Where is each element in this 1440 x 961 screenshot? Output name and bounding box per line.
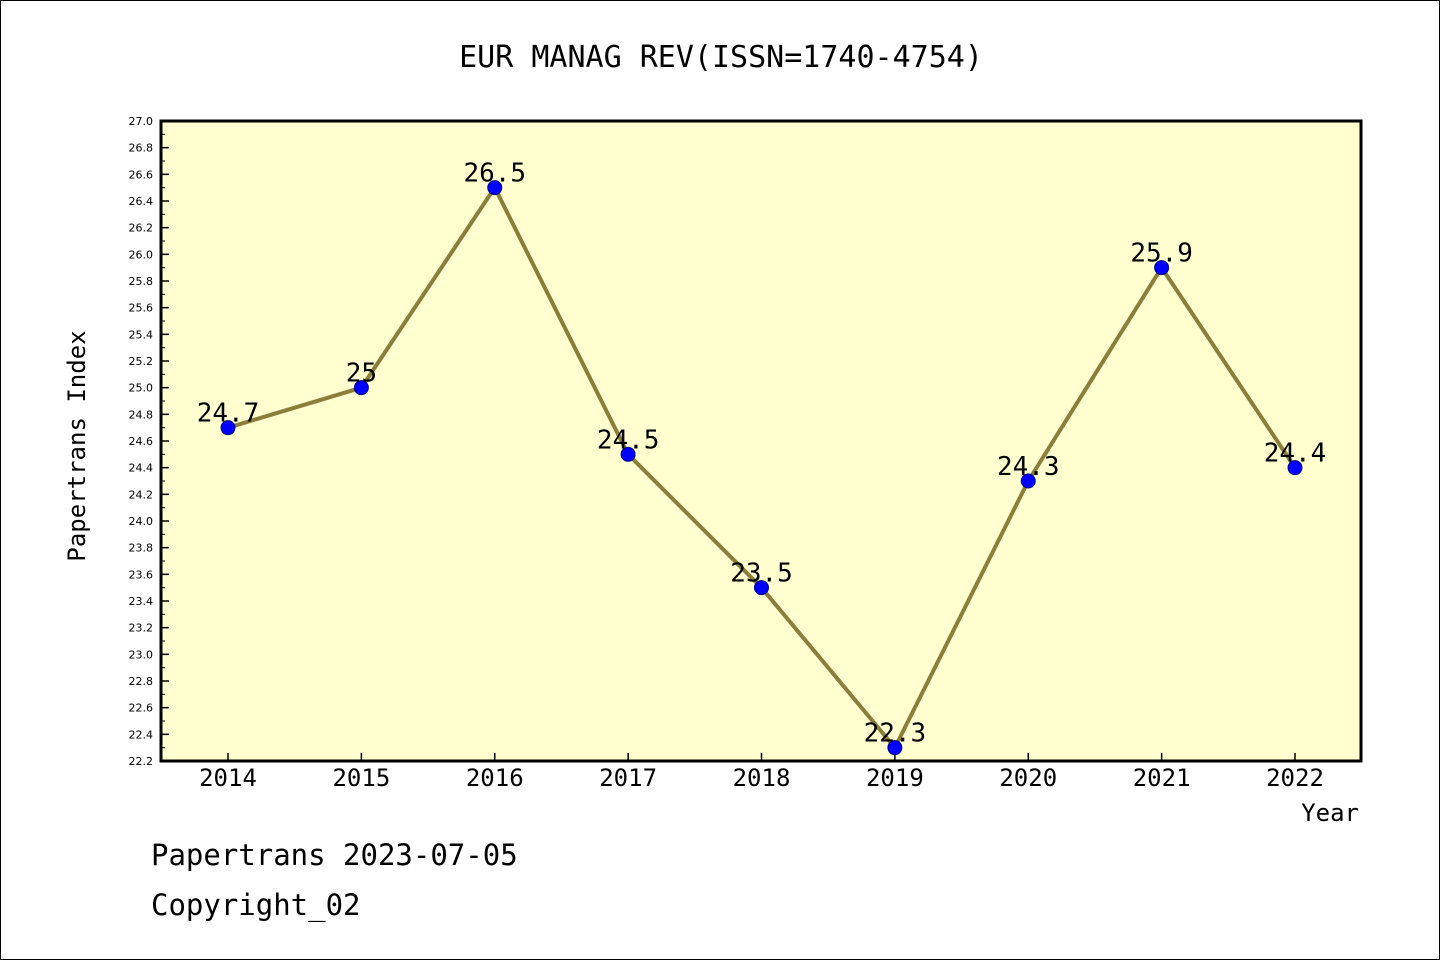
data-point xyxy=(353,380,369,396)
y-tick-label: 23.8 xyxy=(129,542,154,555)
y-tick-label: 23.4 xyxy=(129,595,154,608)
y-tick-label: 24.2 xyxy=(129,488,154,501)
y-tick-label: 24.4 xyxy=(129,462,154,475)
x-tick-label: 2021 xyxy=(1133,764,1191,792)
chart-title: EUR MANAG REV(ISSN=1740-4754) xyxy=(459,40,983,75)
y-tick-label: 26.2 xyxy=(129,222,154,235)
y-axis-label: Papertrans Index xyxy=(63,330,91,561)
data-point xyxy=(1154,260,1170,276)
data-label: 24.4 xyxy=(1264,439,1327,469)
y-tick-label: 26.8 xyxy=(129,142,154,155)
y-tick-label: 26.4 xyxy=(129,195,154,208)
y-axis: 22.2 22.4 22.6 22.8 23.0 23.2 23.4 23.6 23.8 24.0… xyxy=(129,115,169,768)
x-tick-label: 2018 xyxy=(733,764,791,792)
y-tick-label: 22.4 xyxy=(129,728,154,741)
x-tick-label: 2019 xyxy=(866,764,924,792)
y-tick-label: 22.8 xyxy=(129,675,154,688)
y-tick-label: 23.0 xyxy=(129,648,154,661)
data-label: 23.5 xyxy=(730,559,793,589)
footer-copyright: Copyright_02 xyxy=(151,888,361,923)
data-point xyxy=(220,420,236,436)
data-label: 22.3 xyxy=(864,719,927,749)
data-label: 24.3 xyxy=(997,452,1060,482)
data-point xyxy=(487,180,503,196)
data-point xyxy=(1287,460,1303,476)
x-tick-label: 2016 xyxy=(466,764,524,792)
x-tick-label: 2022 xyxy=(1266,764,1324,792)
data-point xyxy=(620,446,636,462)
data-label: 26.5 xyxy=(463,159,526,189)
y-tick-label: 25.4 xyxy=(129,328,154,341)
series-group: 24.7 25 26.5 24.5 23.5 22.3 24.3 25.9 24.4 xyxy=(197,159,1327,756)
y-tick-label: 22.2 xyxy=(129,755,154,768)
y-tick-label: 22.6 xyxy=(129,702,154,715)
y-tick-label: 24.0 xyxy=(129,515,154,528)
data-label: 25.9 xyxy=(1130,239,1193,269)
y-tick-label: 23.6 xyxy=(129,568,154,581)
x-tick-label: 2017 xyxy=(599,764,657,792)
data-point xyxy=(1020,473,1036,489)
x-tick-label: 2015 xyxy=(332,764,390,792)
y-tick-label: 24.8 xyxy=(129,408,154,421)
y-tick-label: 24.6 xyxy=(129,435,154,448)
x-axis-label: Year xyxy=(1301,799,1359,827)
y-tick-label: 25.0 xyxy=(129,382,154,395)
y-tick-label: 26.6 xyxy=(129,168,154,181)
data-label: 24.7 xyxy=(197,399,260,429)
data-label: 25 xyxy=(346,359,377,389)
x-tick-label: 2014 xyxy=(199,764,257,792)
y-tick-label: 23.2 xyxy=(129,622,154,635)
y-tick-label: 27.0 xyxy=(129,115,154,128)
y-tick-label: 26.0 xyxy=(129,248,154,261)
data-label: 24.5 xyxy=(597,425,660,455)
plot-area xyxy=(161,121,1361,761)
y-tick-label: 25.6 xyxy=(129,302,154,315)
y-tick-label: 25.2 xyxy=(129,355,154,368)
x-tick-label: 2020 xyxy=(999,764,1057,792)
plot-border xyxy=(159,119,1363,763)
data-point xyxy=(887,740,903,756)
x-axis: 2014 2015 2016 2017 2018 2019 2020 2021 2022 xyxy=(199,753,1324,792)
footer-date: Papertrans 2023-07-05 xyxy=(151,838,518,872)
y-tick-label: 25.8 xyxy=(129,275,154,288)
data-point xyxy=(754,580,769,596)
